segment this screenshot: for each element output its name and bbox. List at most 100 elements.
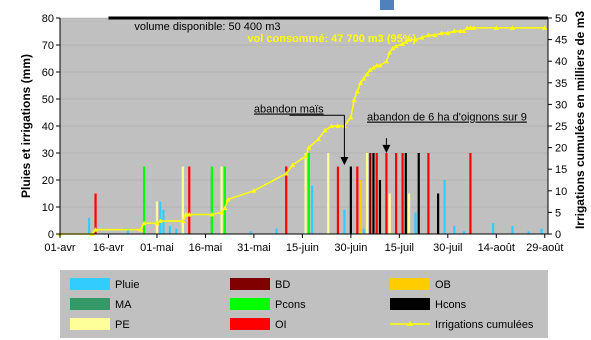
cumulative-point (509, 25, 515, 30)
bar-pe (327, 153, 330, 234)
cumulative-point (290, 162, 296, 167)
bar-oi (427, 153, 430, 234)
cumulative-point (222, 205, 228, 211)
y-right-tick-label: 25 (555, 121, 567, 133)
bar-pluie (453, 225, 456, 234)
legend-swatch (230, 278, 270, 290)
x-tick-label: 16-mai (189, 242, 223, 254)
annotation-abandon-oignons: abandon de 6 ha d'oignons sur 9 (367, 112, 527, 124)
x-tick-label: 14-août (478, 242, 515, 254)
legend-label: Pcons (275, 299, 306, 311)
cumulative-point (157, 218, 163, 224)
bar-pe (181, 166, 184, 234)
annotation-arrowhead (340, 157, 349, 166)
bar-pluie (175, 228, 178, 234)
cumulative-point (209, 212, 215, 217)
legend-box (60, 270, 548, 338)
bar-pluie (343, 209, 346, 234)
bar-pluie (126, 228, 129, 234)
axes: 0 10 20 30 40 50 60 70 80 0 5 10 15 20 25 30 35 40 45 50 01-… (19, 11, 587, 254)
bar-hcons (378, 180, 382, 234)
legend-swatch (230, 298, 270, 310)
cumulative-point (138, 227, 144, 232)
x-tick-label: 29-août (526, 242, 563, 254)
cumulative-point (180, 218, 186, 224)
cumulative-point (186, 212, 192, 217)
x-tick-label: 16-avr (93, 242, 125, 254)
y-right-tick-label: 30 (555, 99, 567, 111)
cumulative-series (57, 25, 548, 236)
y-left-tick-label: 20 (42, 175, 54, 187)
y-right-tick-label: 45 (555, 35, 567, 47)
cumulative-point (471, 25, 477, 30)
cumulative-point (390, 45, 396, 51)
capacity-label: volume disponible: 50 400 m3 (134, 21, 280, 33)
y-right-tick-label: 10 (555, 186, 567, 198)
cumulative-point (493, 25, 499, 30)
y-left-tick-label: 30 (42, 148, 54, 160)
legend-label: MA (115, 299, 132, 311)
cumulative-point (432, 32, 438, 38)
cumulative-point (467, 25, 473, 30)
cumulative-point (283, 171, 289, 176)
bar-pluie (462, 231, 466, 234)
cumulative-point (322, 127, 328, 133)
bar-hcons (404, 153, 407, 234)
legend-label: PE (115, 319, 130, 331)
x-tick-label: 15-juil (385, 242, 414, 254)
bar-oi (385, 153, 388, 234)
cumulative-point (367, 67, 373, 72)
bar-pe (155, 201, 159, 234)
cumulative-point (361, 75, 367, 81)
cumulative-point (354, 88, 360, 94)
cumulative-point (400, 41, 406, 46)
x-tick-label: 01-avr (44, 242, 76, 254)
bar-pe (365, 153, 369, 234)
cumulative-point (351, 97, 357, 103)
bar-pluie (310, 185, 314, 234)
consumed-volume-label: vol consommé: 47 700 m3 (95%) (247, 33, 416, 45)
cumulative-point (403, 39, 409, 44)
bar-marks (87, 153, 543, 234)
cumulative-point (458, 28, 464, 33)
cumulative-point (370, 65, 376, 70)
bar-pluie (443, 180, 446, 234)
bar-oi (401, 153, 404, 234)
bar-pluie (414, 212, 417, 234)
cumulative-point (225, 196, 231, 202)
bar-pluie (162, 209, 165, 234)
cumulative-point (461, 28, 467, 33)
bar-pluie (527, 231, 530, 234)
y-left-tick-label: 0 (48, 229, 54, 241)
y-left-tick-label: 40 (42, 121, 54, 133)
y-left-axis-title: Pluies et irrigations (mm) (19, 54, 33, 198)
y-left-tick-label: 60 (42, 67, 54, 79)
y-right-tick-label: 20 (555, 143, 567, 155)
y-right-tick-label: 40 (555, 56, 567, 68)
annotation-abandon-mais: abandon maïs (254, 104, 324, 116)
cumulative-point (364, 71, 370, 77)
legend: Pluie BD OB MA Pcons Hcons PE OI Irrigations cum… (60, 270, 548, 338)
cumulative-point (306, 145, 312, 150)
legend-swatch (70, 278, 110, 290)
y-left-tick-label: 80 (42, 13, 54, 25)
y-right-tick-label: 50 (555, 13, 567, 25)
cumulative-point (141, 220, 147, 226)
y-right-tick-label: 15 (555, 164, 567, 176)
bar-ob (359, 180, 362, 234)
y-right-tick-label: 5 (555, 207, 561, 219)
bar-oi (188, 166, 191, 234)
x-tick-label: 15-juin (286, 242, 319, 254)
bar-pluie (87, 217, 91, 234)
x-tick-label: 30-juin (334, 242, 367, 254)
cumulative-point (419, 34, 425, 40)
bar-hcons (417, 153, 420, 234)
cumulative-point (335, 123, 341, 128)
cumulative-point (348, 114, 354, 120)
y-left-tick-label: 10 (42, 202, 54, 214)
bar-pluie (511, 225, 514, 234)
top-marker (380, 0, 394, 10)
bar-pcons (142, 166, 146, 234)
bar-pluie (168, 225, 171, 234)
